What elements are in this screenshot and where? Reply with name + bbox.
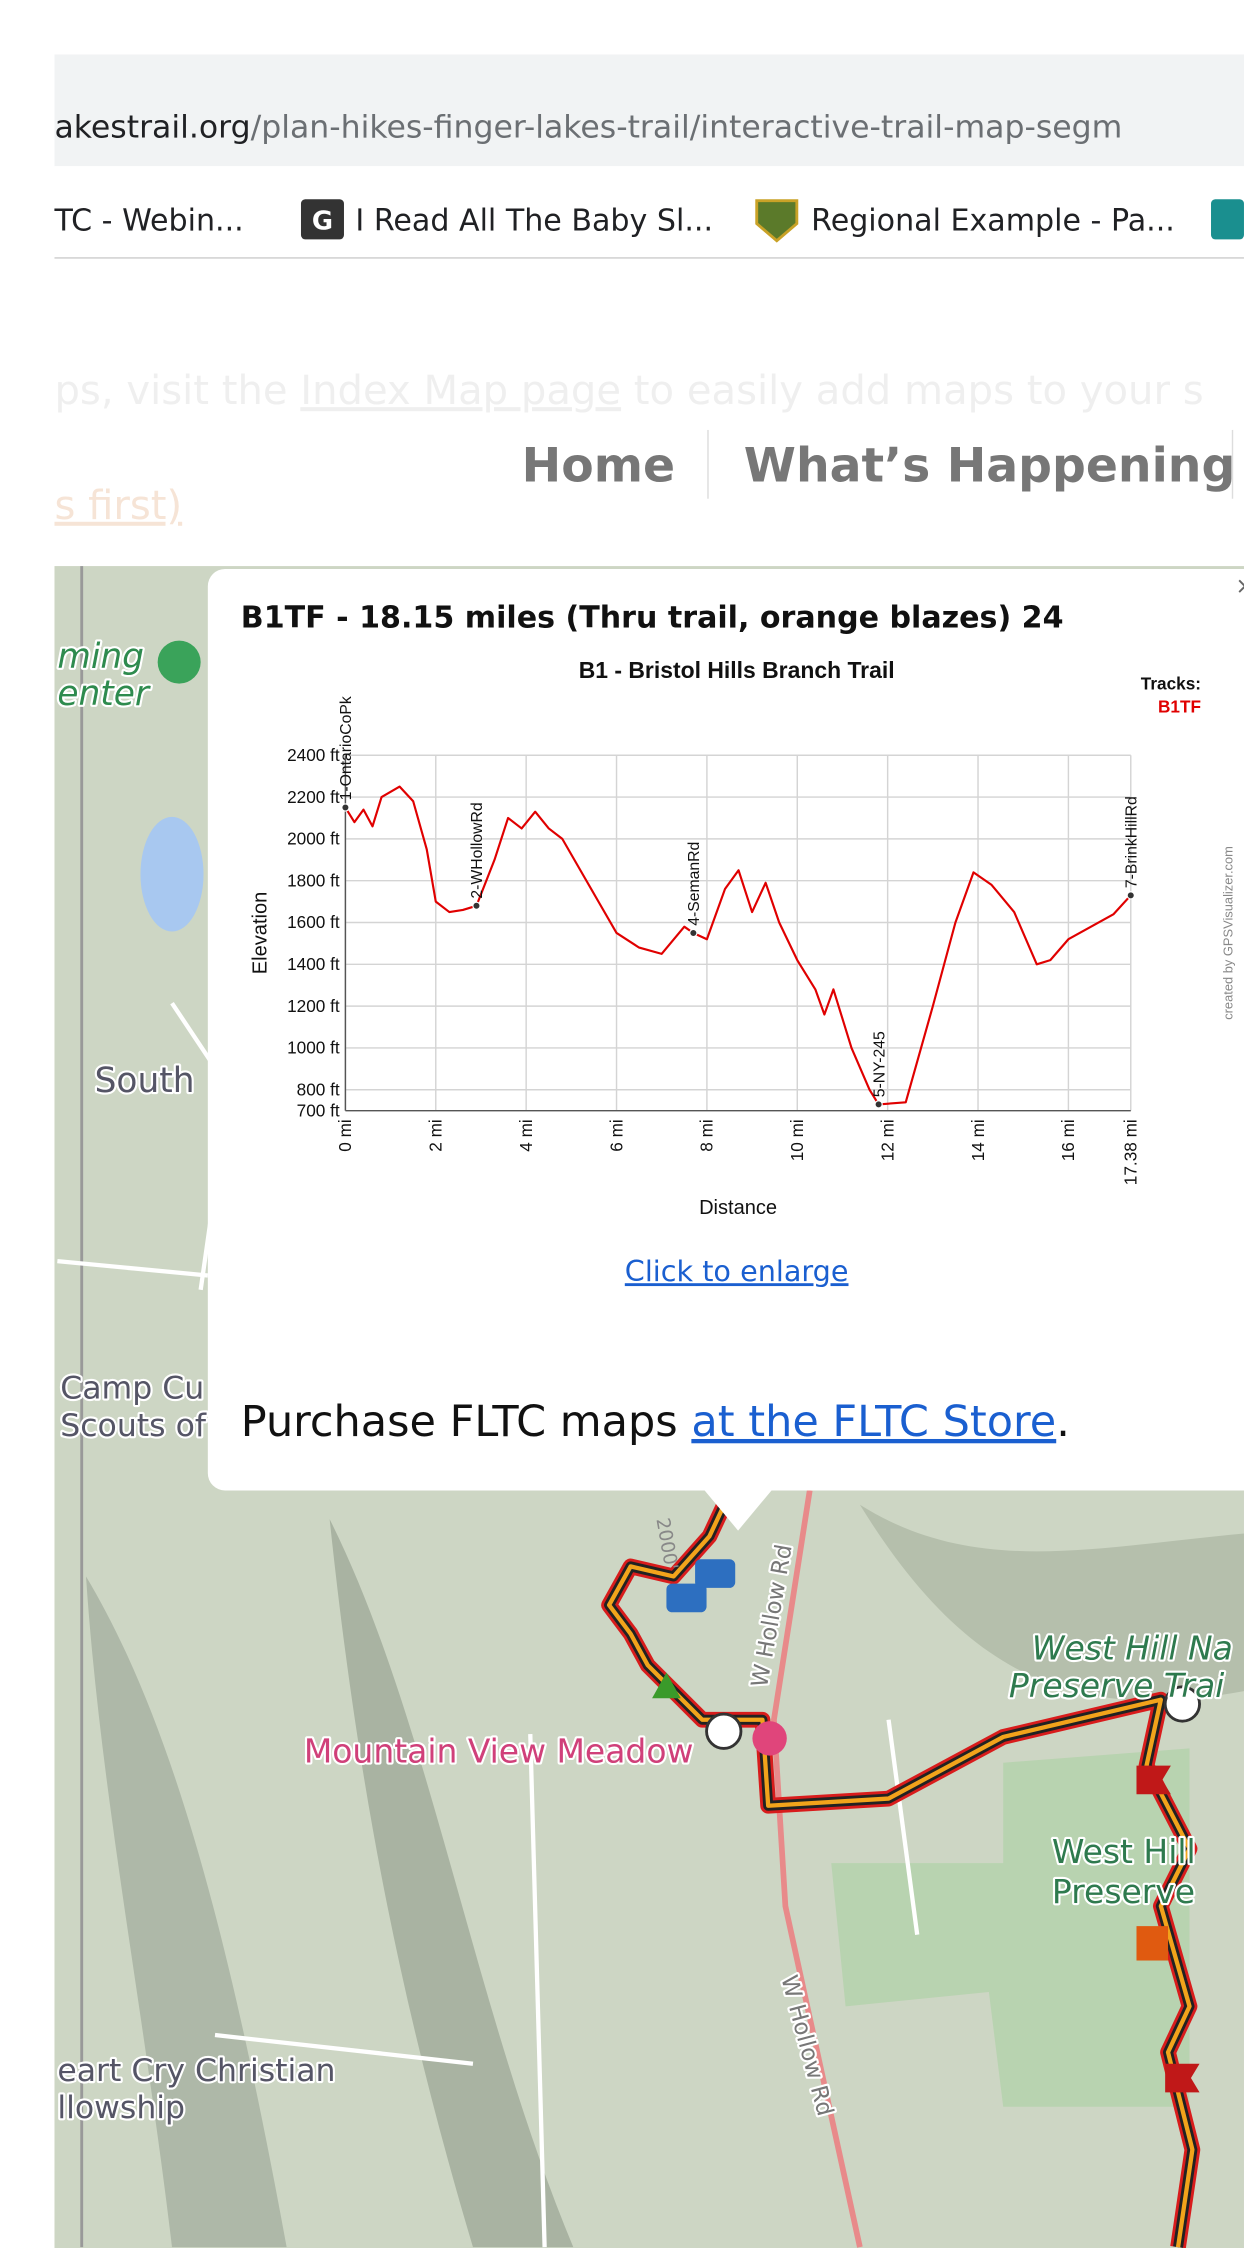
x-tick-label: 16 mi <box>1058 1119 1078 1161</box>
y-tick-label: 700 ft <box>297 1100 340 1120</box>
y-tick-label: 1000 ft <box>287 1038 340 1058</box>
waypoint-label: 1-OntarioCoPk <box>338 696 355 800</box>
y-axis-label: Elevation <box>250 892 272 974</box>
x-tick-label: 2 mi <box>426 1119 446 1151</box>
bookmark[interactable]: I Read All The Baby Sl... <box>355 204 713 239</box>
map-label: Scouts of <box>60 1408 207 1444</box>
close-button[interactable]: × <box>1235 573 1244 599</box>
x-tick-label: 4 mi <box>516 1119 536 1151</box>
map-label: Camp Cu <box>60 1371 204 1407</box>
notice-end: to easily add maps to your s <box>621 368 1204 414</box>
purchase-text: Purchase FLTC maps at the FLTC Store. <box>241 1397 1070 1447</box>
nav-item[interactable]: Home <box>522 439 675 494</box>
notice-link[interactable]: Index Map page <box>300 368 621 414</box>
waypoint <box>1127 892 1134 899</box>
purchase: Purchase FLTC maps <box>241 1397 692 1447</box>
waypoint <box>473 902 480 909</box>
x-tick-label: 14 mi <box>968 1119 988 1161</box>
waypoint <box>875 1101 882 1108</box>
shelter-icon[interactable] <box>1136 1926 1168 1960</box>
screenshot: akestrail.org/plan-hikes-finger-lakes-tr… <box>0 0 1244 2248</box>
x-tick-label: 0 mi <box>335 1119 355 1151</box>
waypoint-label: 2-WHollowRd <box>469 802 486 898</box>
popup-title: B1TF - 18.15 miles (Thru trail, orange b… <box>241 601 1064 636</box>
poi-icon[interactable] <box>752 1721 786 1755</box>
map-label: Mountain View Meadow <box>304 1732 694 1771</box>
map-label: llowship <box>57 2090 185 2126</box>
popup: × B1TF - 18.15 miles (Thru trail, orange… <box>208 569 1244 1531</box>
icon-glyph: G <box>312 206 333 236</box>
bookmark-icon <box>1211 199 1244 239</box>
waypoint-label: 4-SemanRd <box>686 842 703 926</box>
bookmark[interactable]: TC - Webin... <box>53 204 243 239</box>
popup-box <box>208 569 1244 1490</box>
notice: ps, visit the Index Map page to easily a… <box>54 368 1203 414</box>
map-label: eart Cry Christian <box>57 2053 335 2089</box>
page: Trail map screenshot {"browser": {"url_d… <box>0 0 1244 2248</box>
x-tick-label: 6 mi <box>606 1119 626 1151</box>
y-tick-label: 1600 ft <box>287 912 340 932</box>
camera-icon[interactable] <box>666 1584 706 1613</box>
map-label: West Hill Na <box>1032 1629 1233 1668</box>
y-tick-label: 800 ft <box>297 1079 340 1099</box>
y-tick-label: 1800 ft <box>287 870 340 890</box>
y-tick-label: 2200 ft <box>287 787 340 807</box>
body: akestrail.org/plan-hikes-finger-lakes-tr… <box>0 0 1244 2248</box>
faded-link[interactable]: s first) <box>54 483 182 529</box>
url-domain: akestrail.org <box>54 110 250 146</box>
camera-icon[interactable] <box>695 1559 735 1588</box>
map-label: Preserve <box>1052 1872 1195 1911</box>
period: . <box>1056 1397 1070 1447</box>
chart-title: B1 - Bristol Hills Branch Trail <box>579 657 895 683</box>
x-tick-label: 10 mi <box>787 1119 807 1161</box>
credit: created by GPSVisualizer.com <box>1221 846 1236 1020</box>
y-tick-label: 2000 ft <box>287 829 340 849</box>
map-label: West Hill <box>1052 1832 1196 1871</box>
nav-item[interactable]: What’s Happening <box>744 439 1236 494</box>
x-axis-label: Distance <box>699 1197 777 1219</box>
map-label: Preserve Trai <box>1009 1666 1224 1705</box>
legend-title: Tracks: <box>1141 673 1201 693</box>
notice-start: ps, visit the <box>54 368 300 414</box>
map-label: ming <box>57 637 144 677</box>
waypoint <box>690 929 697 936</box>
x-tick-label: 8 mi <box>697 1119 717 1151</box>
parking-icon[interactable] <box>707 1714 741 1748</box>
legend-entry: B1TF <box>1158 696 1201 716</box>
y-tick-label: 1400 ft <box>287 954 340 974</box>
url[interactable]: akestrail.org/plan-hikes-finger-lakes-tr… <box>54 110 1122 146</box>
bookmark[interactable]: Regional Example - Pa... <box>811 204 1175 239</box>
park-icon[interactable] <box>158 641 201 684</box>
enlarge-link[interactable]: Click to enlarge <box>625 1254 849 1288</box>
waypoint-label: 5-NY-245 <box>871 1031 888 1097</box>
waypoint <box>342 804 349 811</box>
map-label: enter <box>57 674 151 714</box>
store-link[interactable]: at the FLTC Store <box>691 1397 1056 1447</box>
lake <box>140 817 203 932</box>
url-path: /plan-hikes-finger-lakes-trail/interacti… <box>251 110 1123 146</box>
map-label: South <box>95 1061 195 1101</box>
x-tick-label: 12 mi <box>877 1119 897 1161</box>
y-tick-label: 1200 ft <box>287 996 340 1016</box>
waypoint-label: 7-BrinkHillRd <box>1123 796 1140 888</box>
x-tick-label: 17.38 mi <box>1120 1119 1140 1185</box>
y-tick-label: 2400 ft <box>287 745 340 765</box>
